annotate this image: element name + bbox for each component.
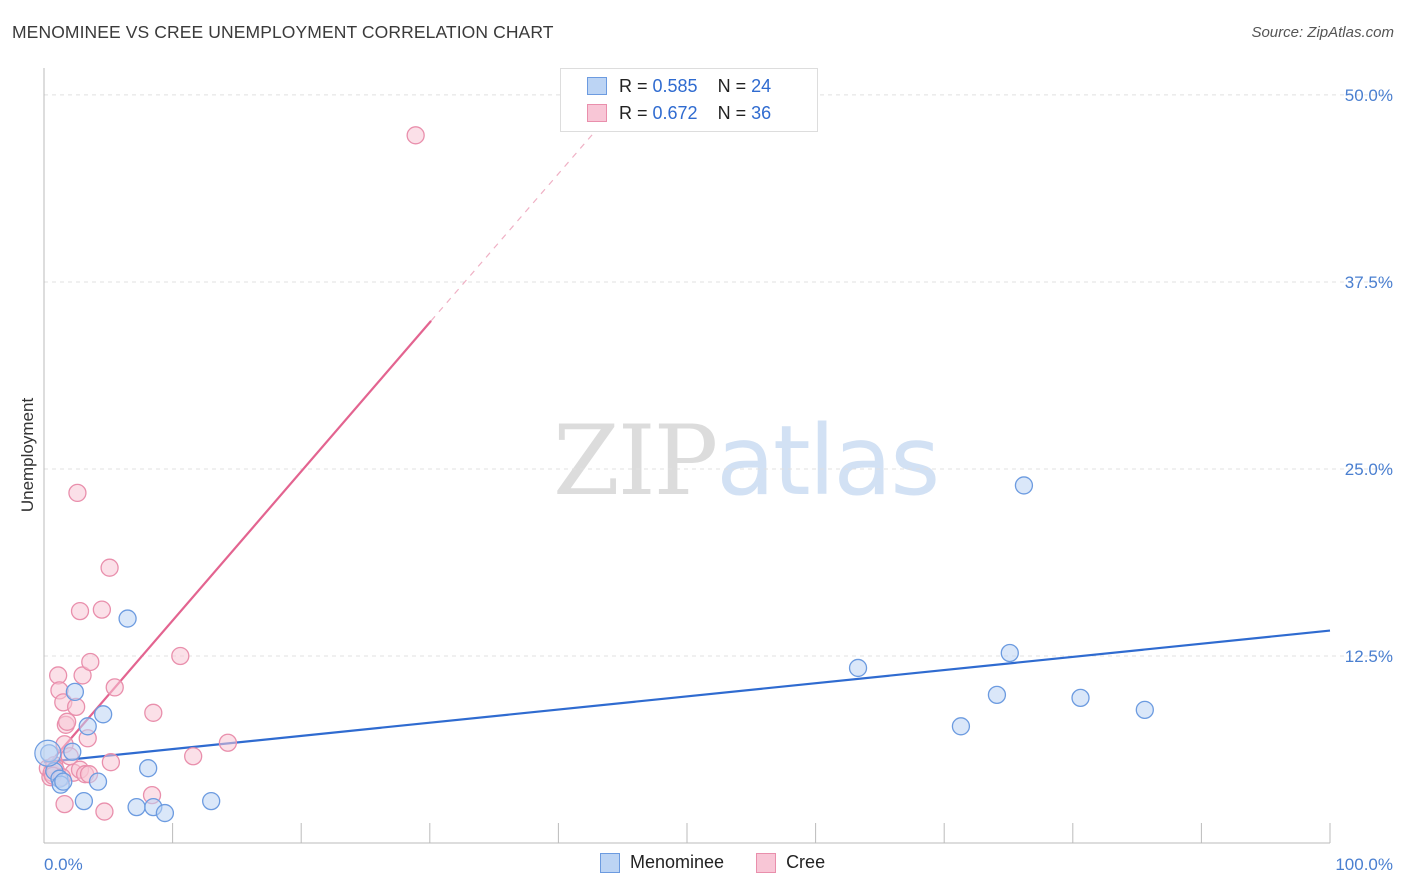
watermark: ZIPatlas [553,405,940,517]
cree-point [218,733,238,752]
cree-point [105,678,124,697]
menominee-point [127,797,146,817]
menominee-point [118,609,137,628]
y-tick-label: 50.0% [1345,86,1393,105]
series-legend: Menominee Cree [600,852,857,873]
x-tick-label: 100.0% [1335,855,1393,874]
cree-r-label: R = [619,102,653,123]
cree-point [171,646,190,666]
menominee-n-label: N = [717,75,752,96]
menominee-point [63,742,82,761]
menominee-swatch [587,77,607,95]
cree-trend-extension [430,105,619,322]
menominee-point [1000,643,1019,663]
menominee-point [94,705,113,724]
menominee-point [74,791,94,811]
menominee-point [34,739,62,767]
gridlines [44,94,1392,657]
cree-n-value: 36 [751,102,772,123]
menominee-point [139,759,158,778]
menominee-r-label: R = [619,75,653,96]
menominee-point [78,717,97,736]
menominee-trend-line [43,629,1331,764]
legend-item-menominee: Menominee [600,852,724,873]
cree-point [184,747,203,766]
cree-point [144,703,163,722]
cree-r-value: 0.672 [652,102,698,123]
menominee-r-value: 0.585 [652,75,698,96]
legend-cree-swatch [756,852,777,873]
y-tick-label: 25.0% [1345,460,1393,479]
menominee-point [65,682,85,702]
watermark-atlas: atlas [716,405,940,517]
menominee-n-value: 24 [751,75,772,96]
trend-lines [43,105,1331,766]
cree-point [81,652,100,672]
cree-point [92,600,112,619]
menominee-point [1135,700,1154,719]
cree-trend-line [47,320,432,766]
menominee-point [155,803,175,823]
source-credit: Source: ZipAtlas.com [1251,24,1394,41]
legend-menominee-label: Menominee [630,852,725,872]
legend-row-menominee: R = 0.585 N = 24 [587,73,771,99]
menominee-point [1014,476,1034,495]
legend-cree-label: Cree [786,852,826,872]
menominee-point [1071,688,1090,708]
cree-point [100,558,119,577]
cree-point [57,712,77,731]
menominee-point [987,685,1007,705]
x-tick-label: 0.0% [44,855,83,874]
cree-point [55,794,74,814]
cree-point [68,483,87,503]
axes [43,68,1331,844]
cree-point [406,126,425,145]
cree-point [70,601,90,621]
legend-row-cree: R = 0.672 N = 36 [587,100,771,126]
cree-swatch [587,104,607,122]
cree-point [95,802,114,821]
y-tick-label: 37.5% [1345,273,1393,292]
cree-point [73,666,92,685]
cree-n-label: N = [717,102,752,123]
correlation-legend: R = 0.585 N = 24 R = 0.672 N = 36 [560,68,818,132]
menominee-point [848,658,868,678]
chart-title: MENOMINEE VS CREE UNEMPLOYMENT CORRELATI… [12,22,554,42]
menominee-point [951,717,971,736]
menominee-point [88,772,108,791]
menominee-point [54,772,73,791]
data-points [34,126,1154,823]
y-tick-label: 12.5% [1345,647,1393,666]
menominee-point [202,791,221,811]
tick-labels: 12.5% 25.0% 37.5% 50.0% 0.0% 100.0% [44,86,1393,874]
watermark-zip: ZIP [553,405,718,517]
cree-point [101,753,121,772]
legend-item-cree: Cree [756,852,825,873]
legend-menominee-swatch [600,852,620,873]
